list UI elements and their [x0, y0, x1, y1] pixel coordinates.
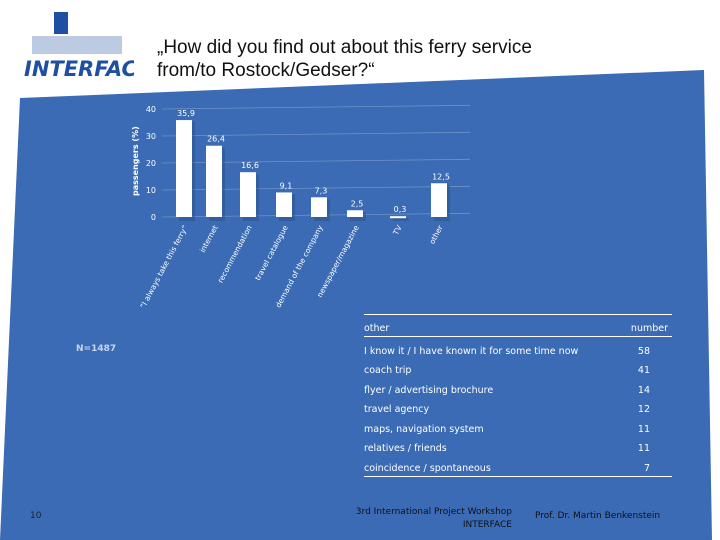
- sample-size: N=1487: [76, 344, 117, 354]
- footer-workshop-line2: INTERFACE: [462, 520, 512, 530]
- table-row: coincidence / spontaneous 7: [364, 454, 672, 477]
- row-label: maps, navigation system: [364, 423, 484, 435]
- title-line-2: from/to Rostock/Gedser?“: [157, 60, 375, 81]
- footer-author: Prof. Dr. Martin Benkenstein: [535, 511, 661, 521]
- footer-workshop: 3rd International Project Workshop INTER…: [318, 506, 512, 532]
- bar: [206, 145, 222, 217]
- table-row: maps, navigation system 11: [364, 415, 672, 435]
- row-label: coincidence / spontaneous: [364, 462, 491, 474]
- footer-workshop-line1: 3rd International Project Workshop: [355, 507, 512, 517]
- row-value: 14: [637, 384, 650, 396]
- row-value: 41: [637, 365, 650, 376]
- row-value: 12: [637, 404, 650, 415]
- bar: [240, 172, 256, 217]
- table-row: coach trip 41: [364, 357, 672, 376]
- table-row: I know it / I have known it for some tim…: [364, 337, 672, 357]
- logo-text: INTERFACE: [24, 57, 134, 81]
- bar-value-label: 26,4: [207, 135, 225, 144]
- bar-value-label: 2,5: [351, 199, 364, 208]
- table-row: travel agency 12: [364, 396, 672, 415]
- bar-value-label: 16,6: [241, 161, 259, 170]
- row-label: flyer / advertising brochure: [364, 384, 494, 396]
- row-value: 7: [643, 462, 650, 474]
- title-line-1: „How did you find out about this ferry s…: [157, 37, 532, 58]
- bar: [390, 216, 406, 219]
- table-header-other: other: [364, 323, 390, 334]
- slide-title: „How did you find out about this ferry s…: [157, 36, 677, 82]
- page-number: 10: [30, 511, 42, 521]
- row-value: 58: [637, 345, 650, 357]
- gridline: [161, 131, 471, 137]
- bar: [176, 120, 192, 217]
- row-label: travel agency: [364, 404, 430, 415]
- y-axis-label: passengers (%): [131, 126, 140, 196]
- bar-value-label: 9,1: [280, 181, 293, 190]
- bar: [276, 192, 292, 217]
- interface-logo: INTERFACE: [24, 12, 134, 81]
- row-label: coach trip: [364, 365, 412, 376]
- row-value: 11: [637, 443, 650, 454]
- bar-value-label: 0,3: [394, 205, 407, 214]
- logo-square-icon: [54, 12, 68, 34]
- y-tick-label: 40: [146, 105, 156, 114]
- table-row: relatives / friends 11: [364, 435, 672, 454]
- y-tick-label: 30: [146, 132, 156, 141]
- bar-value-label: 12,5: [432, 172, 450, 181]
- bar-shadow: [393, 218, 409, 221]
- row-value: 11: [637, 423, 650, 435]
- row-label: I know it / I have known it for some tim…: [364, 345, 579, 357]
- table-row: flyer / advertising brochure 14: [364, 376, 672, 396]
- bar-value-label: 7,3: [315, 186, 328, 195]
- bar: [347, 210, 363, 217]
- bar: [431, 183, 447, 217]
- bar: [311, 197, 327, 217]
- row-label: relatives / friends: [364, 443, 447, 454]
- table-header: other number: [364, 323, 672, 337]
- y-tick-label: 20: [146, 159, 156, 168]
- table-header-number: number: [630, 323, 668, 334]
- y-tick-label: 0: [151, 213, 156, 222]
- bar-value-label: 35,9: [177, 109, 195, 118]
- other-table: other number I know it / I have known it…: [364, 314, 672, 477]
- gridline: [161, 104, 471, 110]
- y-tick-label: 10: [146, 186, 156, 195]
